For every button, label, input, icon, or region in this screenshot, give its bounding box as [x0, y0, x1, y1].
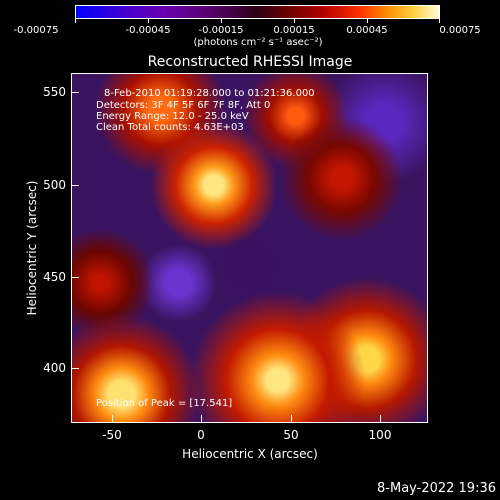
y-tick-label: 450 — [43, 270, 66, 284]
x-tick-label: 100 — [368, 428, 392, 442]
x-tick-label: -50 — [102, 428, 122, 442]
x-tick-label: 50 — [283, 428, 299, 442]
colorbar-tick-label: -0.00075 — [13, 25, 59, 36]
colorbar-tick — [367, 19, 368, 23]
x-axis-title: Heliocentric X (arcsec) — [182, 447, 318, 461]
energy-range-text: Energy Range: 12.0 - 25.0 keV — [96, 111, 249, 122]
y-tick-label: 400 — [43, 361, 66, 375]
colorbar-tick — [439, 19, 440, 23]
x-tick — [380, 415, 381, 423]
colorbar-tick — [294, 19, 295, 23]
colorbar-tick — [75, 19, 76, 23]
colorbar-tick-label: 0.00075 — [439, 25, 481, 36]
colorbar-tick-label: -0.00045 — [125, 25, 171, 36]
rhessi-image: 8-Feb-2010 01:19:28.000 to 01:21:36.000 … — [71, 73, 428, 423]
y-axis-title: Heliocentric Y (arcsec) — [25, 180, 39, 316]
y-tick-label: 550 — [43, 85, 66, 99]
y-tick — [71, 277, 79, 278]
detectors-text: Detectors: 3F 4F 5F 6F 7F 8F, Att 0 — [96, 100, 271, 111]
x-tick — [201, 415, 202, 423]
footer-date: 8-May-2022 19:36 — [377, 481, 496, 496]
colorbar-tick-label: -0.00015 — [198, 25, 244, 36]
plot-title: Reconstructed RHESSI Image — [147, 54, 353, 70]
x-tick-label: 0 — [197, 428, 205, 442]
clean-counts-text: Clean Total counts: 4.63E+03 — [96, 122, 244, 133]
colorbar-tick — [221, 19, 222, 23]
x-tick — [112, 415, 113, 423]
x-tick — [291, 415, 292, 423]
time-range-text: 8-Feb-2010 01:19:28.000 to 01:21:36.000 — [104, 88, 315, 99]
y-tick — [71, 368, 79, 369]
colorbar-tick-label: 0.00045 — [346, 25, 388, 36]
peak-position-text: Position of Peak = [17.541] — [96, 398, 233, 409]
colorbar-tick-label: 0.00015 — [273, 25, 315, 36]
y-tick — [71, 92, 79, 93]
y-tick-label: 500 — [43, 178, 66, 192]
colorbar-units: (photons cm⁻² s⁻¹ asec⁻²) — [193, 37, 323, 48]
colorbar — [75, 5, 440, 19]
colorbar-tick — [148, 19, 149, 23]
y-tick — [71, 185, 79, 186]
